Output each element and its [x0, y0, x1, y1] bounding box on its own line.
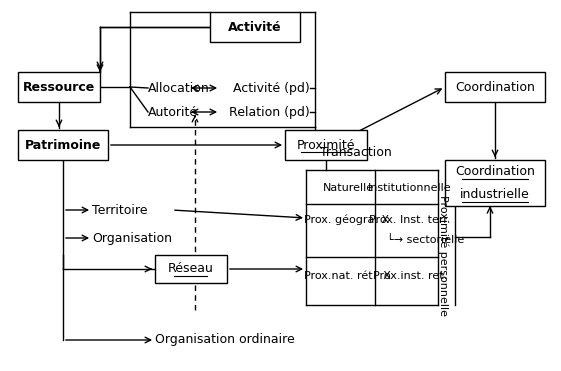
FancyBboxPatch shape: [155, 255, 227, 283]
Text: Prox. Inst. terr.: Prox. Inst. terr.: [369, 215, 450, 225]
Text: Proximité personnelle: Proximité personnelle: [438, 194, 448, 315]
FancyBboxPatch shape: [18, 130, 108, 160]
Text: Réseau: Réseau: [168, 263, 214, 276]
Text: Ressource: Ressource: [23, 81, 95, 93]
Text: Activité: Activité: [228, 20, 282, 33]
Text: Organisation: Organisation: [92, 232, 172, 244]
FancyBboxPatch shape: [210, 12, 300, 42]
Text: Coordination: Coordination: [455, 165, 535, 178]
Text: └→ sectorielle: └→ sectorielle: [387, 235, 465, 245]
Text: Patrimoine: Patrimoine: [25, 138, 101, 151]
Text: Coordination: Coordination: [455, 81, 535, 93]
Text: Activité (pd): Activité (pd): [233, 82, 310, 95]
Text: Territoire: Territoire: [92, 204, 148, 217]
Text: Prox.nat. rét.  X: Prox.nat. rét. X: [304, 271, 390, 281]
FancyBboxPatch shape: [285, 130, 367, 160]
Text: Allocation: Allocation: [148, 82, 210, 95]
Text: Relation (pd): Relation (pd): [229, 105, 310, 118]
Text: Autorité: Autorité: [148, 105, 198, 118]
Text: Naturelle: Naturelle: [323, 183, 374, 193]
Text: Prox. géogra. X: Prox. géogra. X: [305, 215, 389, 225]
Text: Transaction: Transaction: [320, 145, 392, 158]
Text: Organisation ordinaire: Organisation ordinaire: [155, 334, 295, 347]
FancyBboxPatch shape: [18, 72, 100, 102]
FancyBboxPatch shape: [445, 160, 545, 206]
Text: Prox.inst. ret.: Prox.inst. ret.: [373, 271, 447, 281]
Text: Institutionnelle: Institutionnelle: [368, 183, 452, 193]
FancyBboxPatch shape: [445, 72, 545, 102]
Text: Proximité: Proximité: [297, 138, 355, 151]
Text: industrielle: industrielle: [460, 188, 530, 201]
